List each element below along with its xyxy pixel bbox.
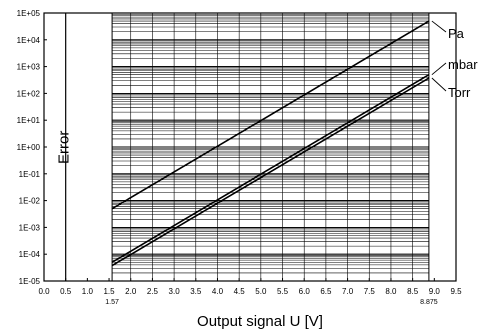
y-tick-label: 1E-04 <box>19 250 41 259</box>
grid <box>65 12 430 282</box>
x-tick-label: 3.0 <box>169 287 181 296</box>
series-label-pa: Pa <box>448 26 465 41</box>
x-tick-label: 8.5 <box>407 287 419 296</box>
x-tick-label: 5.0 <box>255 287 267 296</box>
x-tick-label: 6.5 <box>320 287 332 296</box>
x-tick-extra-label: 1.57 <box>105 299 119 306</box>
x-tick-label: 7.0 <box>342 287 354 296</box>
leader-line-torr <box>431 77 447 92</box>
leader-line-mbar <box>431 62 447 76</box>
x-tick-label: 8.0 <box>385 287 397 296</box>
x-tick-label: 7.5 <box>364 287 376 296</box>
x-tick-label: 5.5 <box>277 287 289 296</box>
series-label-torr: Torr <box>448 85 471 100</box>
x-tick-label: 0.5 <box>60 287 72 296</box>
series-label-mbar: mbar <box>448 57 478 72</box>
y-tick-label: 1E+02 <box>17 89 41 98</box>
y-tick-label: 1E-01 <box>19 170 41 179</box>
series-line-pa <box>111 20 430 210</box>
x-tick-label: 4.5 <box>234 287 246 296</box>
series-lines <box>111 20 430 267</box>
x-tick-label: 0.0 <box>38 287 50 296</box>
series-line-mbar <box>111 73 430 263</box>
series-labels: Pa mbar Torr <box>431 20 478 100</box>
y-tick-label: 1E-05 <box>19 277 41 286</box>
y-tick-label: 1E-02 <box>19 197 41 206</box>
y-tick-label: 1E+03 <box>17 63 41 72</box>
x-tick-label: 3.5 <box>190 287 202 296</box>
y-tick-label: 1E+05 <box>17 9 41 18</box>
x-tick-label: 9.0 <box>429 287 441 296</box>
y-tick-label: 1E+04 <box>17 36 41 45</box>
x-tick-label: 6.0 <box>299 287 311 296</box>
x-tick-label: 9.5 <box>450 287 462 296</box>
y-tick-label: 1E-03 <box>19 223 41 232</box>
x-tick-label: 1.0 <box>82 287 94 296</box>
leader-line-pa <box>431 20 447 33</box>
x-tick-extra-label: 8.875 <box>420 299 438 306</box>
y-tick-label: 1E+00 <box>17 143 41 152</box>
y-tick-label: 1E+01 <box>17 116 41 125</box>
x-tick-label: 2.5 <box>147 287 159 296</box>
tick-labels: 1E-05 1E-04 1E-03 1E-02 1E-01 1E+00 1E+01 1E+02… <box>17 9 462 306</box>
x-tick-label: 1.5 <box>103 287 115 296</box>
series-line-torr <box>111 77 430 267</box>
x-axis-label: Output signal U [V] <box>197 313 323 330</box>
x-tick-label: 2.0 <box>125 287 137 296</box>
error-region-label: Error <box>56 131 73 164</box>
x-tick-label: 4.0 <box>212 287 224 296</box>
